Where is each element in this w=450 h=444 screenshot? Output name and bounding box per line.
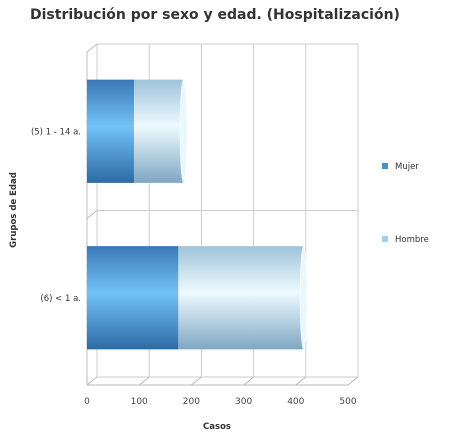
legend: Mujer Hombre <box>382 162 429 245</box>
axis-top-edge <box>86 43 98 53</box>
chart-bars <box>87 79 308 350</box>
floor-gridline <box>191 376 202 386</box>
legend-label-hombre[interactable]: Hombre <box>395 235 429 245</box>
floor-gridline <box>347 376 359 386</box>
x-axis-ticks: 0 100 200 300 400 500 <box>84 397 357 407</box>
bar-hombre-0 <box>133 79 184 183</box>
y-axis-categories: (5) 1 - 14 a. (6) < 1 a. <box>31 127 81 304</box>
legend-swatch-mujer <box>382 163 388 169</box>
category-label: (5) 1 - 14 a. <box>31 127 81 137</box>
bar-mujer-0 <box>87 79 134 183</box>
x-tick-label: 200 <box>183 397 200 407</box>
floor-gridline <box>243 376 254 386</box>
floor-gridline <box>295 376 307 386</box>
bar-hombre-1 <box>178 246 304 350</box>
x-tick-label: 100 <box>131 397 148 407</box>
floor-gridline <box>86 376 98 386</box>
bar-cap-1 <box>299 245 308 350</box>
legend-label-mujer[interactable]: Mujer <box>395 162 419 172</box>
y-axis-title: Grupos de Edad <box>9 172 19 248</box>
floor-gridline <box>138 376 150 386</box>
x-tick-label: 500 <box>339 397 356 407</box>
x-tick-label: 300 <box>235 397 252 407</box>
chart-title: Distribución por sexo y edad. (Hospitali… <box>30 7 400 23</box>
legend-swatch-hombre <box>382 236 388 242</box>
x-tick-label: 400 <box>287 397 304 407</box>
category-label: (6) < 1 a. <box>40 294 81 304</box>
bar-mujer-1 <box>87 246 179 350</box>
x-axis-title: Casos <box>203 422 231 432</box>
category-tick <box>86 210 98 219</box>
bar-cap-0 <box>179 79 188 184</box>
x-tick-label: 0 <box>84 397 90 407</box>
